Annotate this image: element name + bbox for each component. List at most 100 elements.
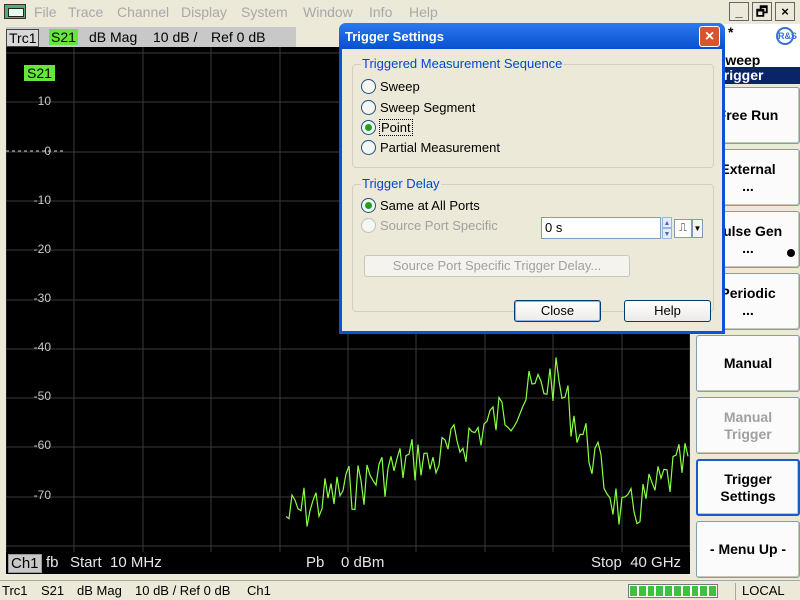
trace-header: Trc1 S21 dB Mag 10 dB / Ref 0 dB [6,27,296,47]
minimize-button[interactable]: _ [729,2,749,21]
radio-icon[interactable] [361,139,376,155]
radio-label: Sweep [380,78,420,94]
softkey-label: Manual [723,355,773,371]
trace-s21 [285,357,689,527]
menu-display[interactable]: Display [181,4,227,20]
softkey-pulse-gen[interactable]: Pulse Gen... [696,211,800,268]
softkey-label: Periodic [720,284,776,301]
channel-info-bar: Ch1 fb Start 10 MHz Pb 0 dBm Stop 40 GHz [6,552,690,574]
softkey-manual-trigger[interactable]: Manual Trigger [696,397,800,454]
softkey-label: External [720,160,776,177]
softkey-menu-up[interactable]: - Menu Up - [696,521,800,578]
trace-param[interactable]: S21 [49,29,78,45]
softkey-ellipsis: ... [742,239,754,256]
trace-format[interactable]: dB Mag [89,29,138,45]
radio-label: Point [379,118,413,136]
softkey-star: * [728,24,734,40]
trigger-edge-icon[interactable]: ⎍ [674,219,692,238]
channel-fb: fb [46,554,59,571]
chevron-down-icon[interactable]: ▼ [692,219,703,238]
close-window-button[interactable]: × [775,2,795,21]
spin-up-icon[interactable]: ▲ [662,217,672,228]
softkey-label: Free Run [717,107,779,123]
rs-logo-icon: R&S [776,27,797,45]
y-tick: -40 [33,340,51,354]
close-button[interactable]: Close [514,300,601,322]
y-tick: -50 [33,389,51,403]
softkey-trigger-settings[interactable]: Trigger Settings [696,459,800,516]
bullet-icon [787,249,795,257]
radio-same-all-ports[interactable]: Same at All Ports [361,196,480,214]
softkey-label: Manual [723,408,773,425]
softkey-ellipsis: ... [742,177,754,194]
radio-sweep-segment[interactable]: Sweep Segment [361,98,475,116]
spin-down-icon[interactable]: ▼ [662,228,672,239]
trace-marker-label: S21 [24,65,55,81]
status-scale: 10 dB / Ref 0 dB [135,583,231,598]
softkey-label: Trigger [724,425,772,442]
menu-info[interactable]: Info [369,4,393,20]
y-tick: -20 [33,242,51,256]
softkey-label: Pulse Gen [713,222,783,239]
radio-label: Sweep Segment [380,99,476,115]
softkey-manual[interactable]: Manual [696,335,800,392]
sequence-group-label: Triggered Measurement Sequence [361,56,564,71]
menu-file[interactable]: File [34,4,57,20]
y-tick: -70 [33,488,51,502]
channel-label[interactable]: Ch1 [8,554,42,573]
start-frequency[interactable]: Start 10 MHz [70,554,162,571]
y-tick: -60 [33,438,51,452]
delay-group-label: Trigger Delay [361,176,441,191]
softkey-label: Settings [720,487,776,504]
dialog-close-icon[interactable]: × [699,26,720,47]
status-format: dB Mag [77,583,122,598]
menu-trace[interactable]: Trace [68,4,104,20]
source-power[interactable]: Pb 0 dBm [306,554,385,571]
softkey-label: - Menu Up - [709,541,787,557]
radio-partial-measurement[interactable]: Partial Measurement [361,138,500,156]
dialog-titlebar[interactable]: Trigger Settings × [339,23,725,49]
menu-channel[interactable]: Channel [117,4,170,20]
radio-icon[interactable] [361,217,376,233]
radio-label: Partial Measurement [380,139,500,155]
status-param: S21 [41,583,65,598]
radio-icon[interactable] [361,99,376,115]
sweep-progress-bar [628,584,718,598]
y-tick: -30 [33,291,51,305]
app-icon[interactable] [4,4,26,19]
status-channel: Ch1 [247,583,271,598]
trigger-delay-input[interactable]: 0 s [541,217,661,239]
status-trace: Trc1 [2,583,28,598]
menu-window[interactable]: Window [303,4,353,20]
help-button[interactable]: Help [624,300,711,322]
radio-label: Same at All Ports [380,197,480,213]
radio-checked-icon[interactable] [361,197,376,213]
radio-label: Source Port Specific [380,217,498,233]
trace-name[interactable]: Trc1 [6,29,40,47]
radio-icon[interactable] [361,78,376,94]
radio-point[interactable]: Point [361,118,413,136]
menu-bar: File Trace Channel Display System Window… [0,0,800,24]
dialog-body: Triggered Measurement Sequence Sweep Swe… [342,49,722,331]
radio-source-port-specific[interactable]: Source Port Specific [361,216,498,234]
restore-button[interactable]: 🗗 [752,2,772,21]
stop-frequency[interactable]: Stop 40 GHz [591,554,682,571]
trigger-settings-dialog: Trigger Settings × Triggered Measurement… [339,23,725,334]
sequence-group: Triggered Measurement Sequence Sweep Swe… [352,56,714,168]
radio-sweep[interactable]: Sweep [361,77,420,95]
dialog-title: Trigger Settings [345,29,444,44]
softkey-menu-title: Sweep [716,52,761,68]
menu-help[interactable]: Help [409,4,438,20]
status-local: LOCAL [735,583,795,600]
softkey-ellipsis: ... [742,301,754,318]
y-tick: 0 [44,144,51,158]
status-bar: Trc1 S21 dB Mag 10 dB / Ref 0 dB Ch1 LOC… [0,580,800,600]
source-port-delay-button[interactable]: Source Port Specific Trigger Delay... [364,255,630,277]
y-tick: -10 [33,193,51,207]
menu-system[interactable]: System [241,4,288,20]
trace-ref[interactable]: Ref 0 dB [211,29,266,45]
radio-checked-icon[interactable] [361,119,376,135]
trace-scale[interactable]: 10 dB / [153,29,198,45]
delay-group: Trigger Delay Same at All Ports Source P… [352,176,714,312]
y-tick: 10 [37,94,51,108]
